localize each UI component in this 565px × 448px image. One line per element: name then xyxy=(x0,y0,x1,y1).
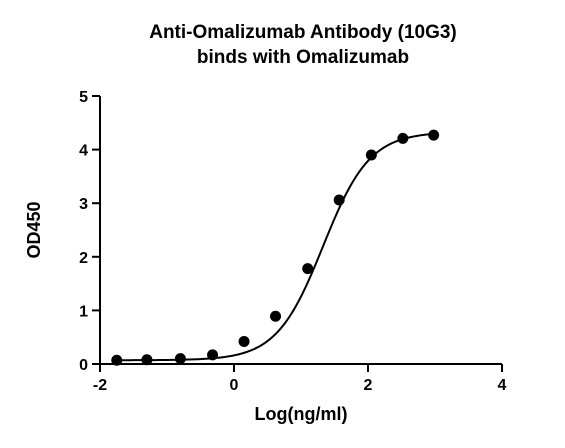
data-point xyxy=(111,354,123,366)
y-ticks: 0 1 2 3 4 5 xyxy=(79,89,100,374)
data-point xyxy=(428,129,440,141)
y-tick-label: 1 xyxy=(79,303,88,320)
y-tick-label: 2 xyxy=(79,250,88,267)
y-tick-label: 0 xyxy=(79,357,88,374)
data-point xyxy=(238,335,250,347)
chart-title-line-1: Anti-Omalizumab Antibody (10G3) xyxy=(149,22,457,43)
data-point xyxy=(270,310,282,322)
y-tick-label: 5 xyxy=(79,89,88,106)
data-points xyxy=(111,129,440,366)
x-axis-label: Log(ng/ml) xyxy=(255,404,348,424)
data-point xyxy=(302,263,314,275)
axes xyxy=(99,96,502,365)
fit-curve xyxy=(116,132,434,362)
data-point xyxy=(397,132,409,144)
y-tick-label: 4 xyxy=(79,143,88,160)
x-ticks: -2 0 2 4 xyxy=(93,364,507,394)
x-tick-label: 4 xyxy=(498,377,507,394)
x-tick-label: 0 xyxy=(230,377,239,394)
data-point xyxy=(333,194,345,206)
chart-title-line-2: binds with Omalizumab xyxy=(197,47,409,68)
data-point xyxy=(207,349,219,361)
x-tick-label: -2 xyxy=(93,377,107,394)
data-point xyxy=(141,354,153,366)
x-tick-label: 2 xyxy=(364,377,373,394)
data-point xyxy=(365,149,377,161)
data-point xyxy=(174,353,186,365)
y-tick-label: 3 xyxy=(79,196,88,213)
y-axis-label: OD450 xyxy=(24,201,44,258)
